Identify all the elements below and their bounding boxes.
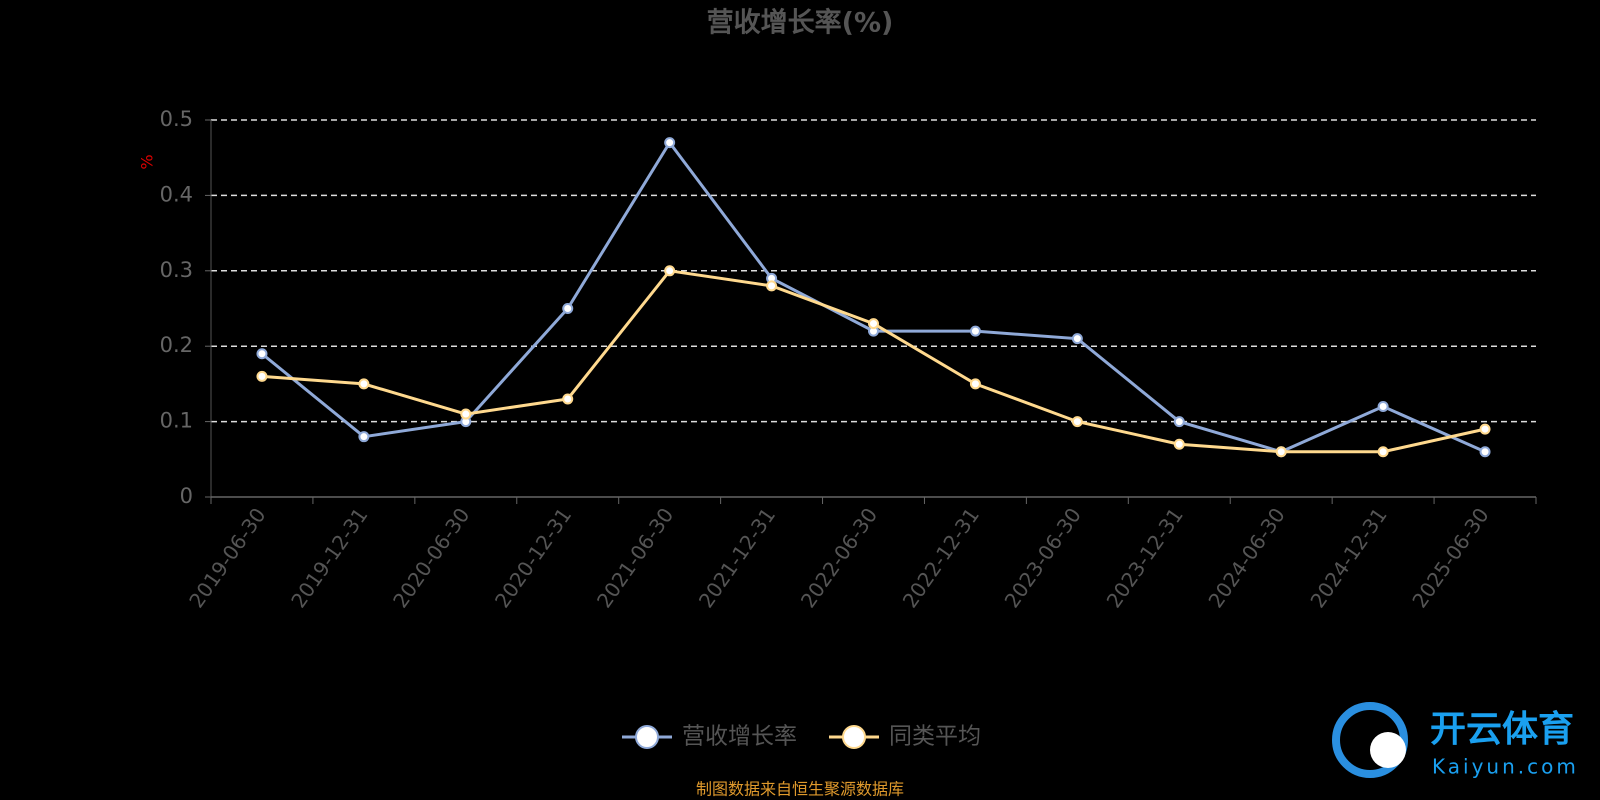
source-note: 制图数据来自恒生聚源数据库 [696, 780, 904, 799]
y-tick-label: 0.3 [160, 258, 193, 282]
logo-ball [1370, 732, 1406, 768]
y-tick-label: 0.5 [160, 107, 193, 131]
legend-label: 同类平均 [889, 724, 981, 750]
data-point [1377, 446, 1389, 458]
data-point [664, 265, 676, 277]
watermark-name: 开云体育 [1430, 709, 1574, 750]
data-point [1275, 446, 1287, 458]
data-point [460, 408, 472, 420]
y-axis-label: % [138, 154, 157, 169]
data-point [969, 325, 981, 337]
data-point [562, 303, 574, 314]
legend-label: 营收增长率 [682, 724, 797, 750]
y-tick-label: 0.2 [160, 333, 193, 357]
data-point [1479, 446, 1491, 458]
data-point [664, 137, 676, 149]
y-tick-label: 0.4 [160, 182, 193, 206]
data-point [1173, 416, 1185, 428]
data-point [969, 378, 981, 390]
data-point [1071, 416, 1083, 428]
data-point [1071, 333, 1083, 345]
chart-title: 营收增长率(%) [707, 7, 894, 39]
data-point [1377, 401, 1389, 413]
data-point [868, 318, 879, 330]
data-point [256, 370, 268, 382]
data-point [1479, 423, 1491, 435]
data-point [562, 393, 574, 405]
y-tick-label: 0.1 [160, 409, 193, 433]
data-point [358, 431, 370, 443]
y-tick-label: 0 [180, 484, 193, 508]
data-point [358, 378, 370, 390]
data-point [256, 348, 268, 360]
watermark-site: Kaiyun.com [1432, 755, 1579, 779]
data-point [766, 280, 778, 292]
legend: 营收增长率 同类平均 [622, 724, 981, 750]
data-point [1173, 438, 1185, 450]
logo-ring [1332, 702, 1408, 778]
watermark: 开云体育 Kaiyun.com [1332, 702, 1579, 779]
legend-marker [635, 725, 659, 749]
legend-marker [842, 725, 866, 749]
